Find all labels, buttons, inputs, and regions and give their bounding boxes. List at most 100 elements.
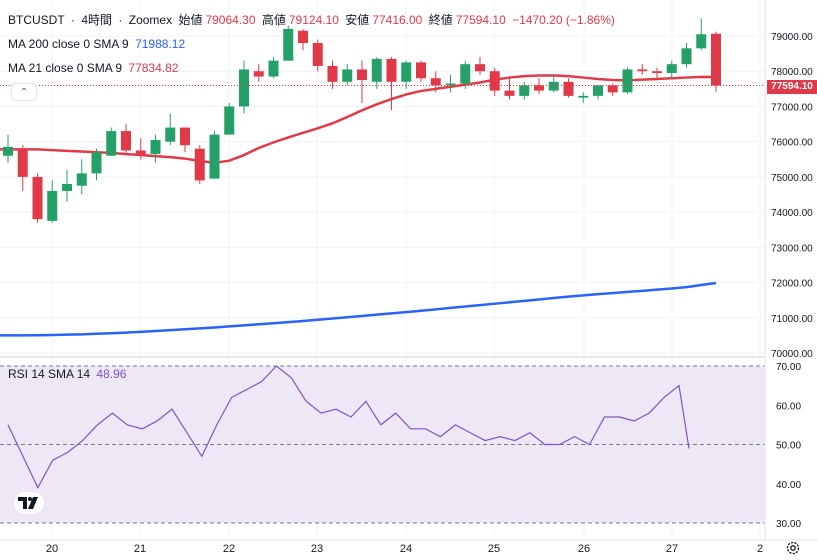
candle-body: [283, 28, 294, 61]
collapse-legend-button[interactable]: ⌃: [11, 83, 37, 101]
close-value: 77594.10: [455, 13, 506, 27]
dot-separator: ·: [118, 13, 123, 27]
candle: [622, 67, 633, 95]
low-label: 安値: [345, 13, 370, 27]
candle: [253, 64, 264, 82]
rsi-tick-label: 70.00: [776, 362, 801, 373]
candle: [150, 134, 161, 163]
candle-body: [445, 83, 456, 86]
candle: [652, 67, 662, 79]
candle-body: [652, 71, 662, 73]
rsi-axis[interactable]: 70.00 60.00 50.00 40.00 30.00: [776, 362, 801, 530]
symbol-name[interactable]: BTCUSDT: [8, 13, 65, 27]
time-tick-label: 23: [311, 543, 323, 555]
price-tick-label: 77000.00: [771, 102, 813, 113]
price-tick-label: 72000.00: [771, 279, 813, 290]
candle: [445, 74, 456, 93]
candle-body: [47, 190, 58, 221]
rsi-value: 48.96: [96, 367, 127, 381]
exchange-label: Zoomex: [128, 13, 173, 27]
candle-body: [711, 33, 721, 86]
candle: [416, 60, 426, 82]
candle: [135, 138, 146, 160]
candle-body: [430, 78, 441, 86]
candle: [298, 28, 308, 51]
candle: [519, 81, 530, 100]
time-tick-label: 24: [400, 543, 412, 555]
candle: [401, 60, 412, 89]
candle-body: [312, 43, 323, 66]
candle: [637, 64, 648, 75]
rsi-line: [7, 365, 690, 489]
candle-body: [637, 69, 648, 72]
current-price-tag: 77594.10: [767, 80, 817, 94]
candle-body: [475, 64, 485, 72]
time-tick-label: 2: [757, 543, 763, 555]
price-tick-label: 76000.00: [771, 138, 813, 149]
candle: [357, 60, 367, 103]
candle-body: [416, 62, 426, 79]
price-axis[interactable]: 79000.00 78000.00 77000.00 76000.00 75000.00…: [771, 32, 813, 360]
candle-body: [3, 146, 13, 156]
price-tick-label: 71000.00: [771, 314, 813, 325]
candle-body: [386, 58, 397, 82]
candle-body: [135, 150, 146, 154]
settings-gear-icon[interactable]: [785, 540, 801, 556]
candle: [121, 124, 131, 153]
price-tick-label: 75000.00: [771, 173, 813, 184]
change-value: −1470.20 (−1.86%): [512, 13, 615, 27]
time-tick-label: 21: [134, 543, 146, 555]
candle: [32, 173, 43, 223]
time-tick-label: 20: [46, 543, 58, 555]
candle: [76, 159, 87, 195]
candle: [475, 57, 485, 75]
candle-body: [32, 176, 43, 220]
ma200-line: [0, 281, 717, 337]
candle-body: [519, 85, 530, 96]
candle: [62, 169, 72, 202]
candle-body: [342, 69, 353, 82]
candle-body: [194, 148, 205, 181]
candle-body: [298, 30, 308, 44]
candle-body: [121, 131, 131, 151]
candles-layer: [3, 18, 721, 223]
candle-body: [106, 131, 117, 156]
rsi-levels: [0, 365, 765, 524]
candle: [224, 102, 235, 135]
candle: [342, 64, 353, 86]
candle: [681, 43, 692, 68]
ma21-legend[interactable]: MA 21 close 0 SMA 9 77834.82: [8, 61, 181, 75]
tradingview-logo-icon[interactable]: [14, 492, 44, 514]
candle-body: [371, 58, 382, 82]
candle-body: [460, 64, 471, 84]
candle: [578, 92, 589, 103]
candle-body: [150, 139, 161, 154]
rsi-legend[interactable]: RSI 14 SMA 14 48.96: [8, 367, 129, 381]
candle-body: [401, 62, 412, 82]
candle: [430, 71, 441, 93]
rsi-tick-label: 30.00: [776, 519, 801, 530]
candle: [3, 134, 13, 163]
candle-body: [534, 85, 544, 91]
ma200-legend[interactable]: MA 200 close 0 SMA 9 71988.12: [8, 37, 188, 51]
candle-body: [622, 69, 633, 93]
time-axis[interactable]: 20 21 22 23 24 25 26 27 2: [46, 543, 763, 555]
price-tick-label: 73000.00: [771, 243, 813, 254]
time-tick-label: 27: [666, 543, 678, 555]
candle-body: [253, 71, 264, 77]
candle: [489, 67, 500, 96]
price-tick-label: 74000.00: [771, 208, 813, 219]
candle: [371, 57, 382, 89]
candle: [711, 31, 721, 92]
candle: [386, 57, 397, 110]
ma200-value: 71988.12: [135, 37, 186, 51]
rsi-tick-label: 40.00: [776, 480, 801, 491]
open-value: 79064.30: [205, 13, 256, 27]
candle: [312, 39, 323, 72]
dot-separator: ·: [71, 13, 76, 27]
candle: [327, 60, 338, 89]
candle-body: [17, 148, 28, 177]
rsi-tick-label: 60.00: [776, 401, 801, 412]
interval-label[interactable]: 4時間: [81, 13, 113, 27]
